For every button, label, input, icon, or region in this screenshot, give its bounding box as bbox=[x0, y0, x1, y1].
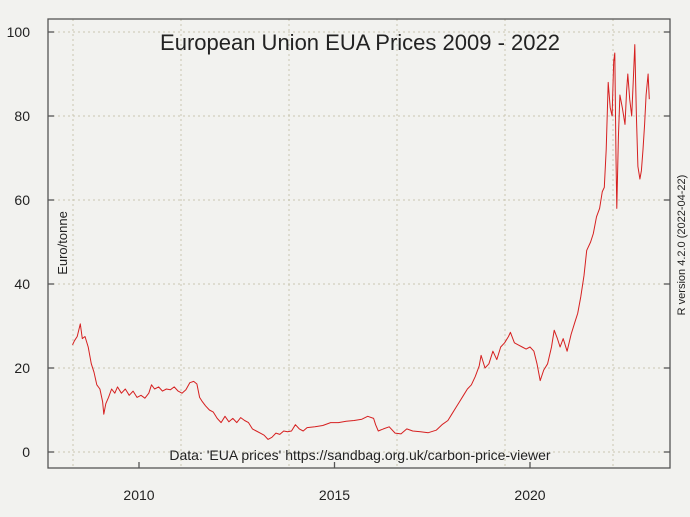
y-axis-label: Euro/tonne bbox=[55, 211, 70, 275]
axis-ticks: 0 20 40 60 80 100 2010 2015 2020 bbox=[7, 24, 670, 503]
plot-frame bbox=[47, 18, 671, 469]
y-tick-label: 60 bbox=[14, 192, 30, 208]
grid bbox=[48, 19, 670, 468]
r-version-note: R version 4.2.0 (2022-04-22) bbox=[676, 175, 688, 316]
y-tick-label: 0 bbox=[22, 444, 30, 460]
y-tick-label: 20 bbox=[14, 360, 30, 376]
y-tick-label: 80 bbox=[14, 108, 30, 124]
y-tick-label: 40 bbox=[14, 276, 30, 292]
x-tick-label: 2020 bbox=[514, 487, 545, 503]
data-source-annotation: Data: 'EUA prices' https://sandbag.org.u… bbox=[169, 447, 551, 463]
chart-title: European Union EUA Prices 2009 - 2022 bbox=[160, 30, 560, 55]
price-line bbox=[72, 44, 650, 440]
y-tick-label: 100 bbox=[7, 24, 31, 40]
x-tick-label: 2015 bbox=[319, 487, 350, 503]
x-tick-label: 2010 bbox=[123, 487, 154, 503]
